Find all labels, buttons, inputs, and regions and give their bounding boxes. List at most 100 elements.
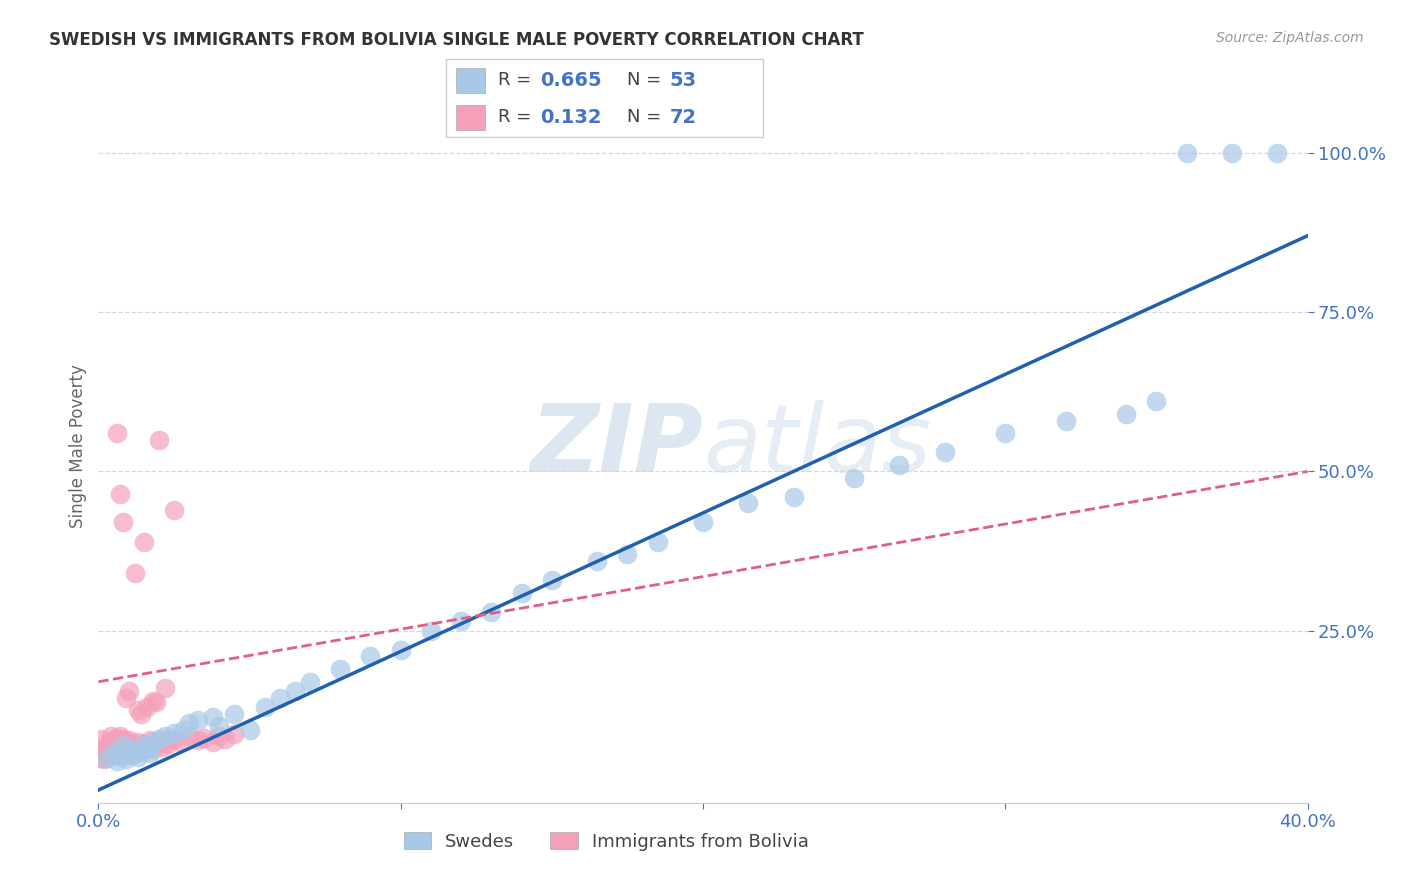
Point — [108, 487, 131, 501]
Point — [586, 554, 609, 568]
Point — [169, 735, 191, 749]
Point — [124, 739, 146, 754]
Point — [1054, 413, 1077, 427]
Point — [239, 723, 262, 737]
Point — [1267, 145, 1289, 160]
Point — [994, 426, 1017, 441]
FancyBboxPatch shape — [446, 59, 763, 137]
Point — [150, 739, 173, 754]
Text: atlas: atlas — [703, 401, 931, 491]
Point — [96, 751, 118, 765]
Point — [127, 735, 149, 749]
Point — [329, 662, 352, 676]
Point — [135, 741, 157, 756]
Point — [214, 732, 236, 747]
Point — [111, 737, 134, 751]
Point — [647, 534, 669, 549]
Point — [179, 716, 201, 731]
Point — [114, 745, 136, 759]
Point — [153, 733, 176, 747]
Text: 0.132: 0.132 — [540, 108, 602, 127]
Point — [253, 700, 276, 714]
Point — [105, 426, 128, 441]
Point — [127, 750, 149, 764]
Point — [105, 755, 128, 769]
FancyBboxPatch shape — [456, 68, 485, 94]
Point — [360, 649, 382, 664]
Y-axis label: Single Male Poverty: Single Male Poverty — [69, 364, 87, 528]
Point — [100, 729, 122, 743]
Text: N =: N = — [627, 109, 668, 127]
Point — [108, 746, 131, 760]
Point — [510, 585, 533, 599]
Text: ZIP: ZIP — [530, 400, 703, 492]
Point — [224, 706, 246, 721]
Point — [118, 741, 141, 756]
Point — [142, 694, 165, 708]
Point — [142, 741, 165, 756]
Point — [1220, 145, 1243, 160]
Point — [111, 516, 134, 530]
Text: Source: ZipAtlas.com: Source: ZipAtlas.com — [1216, 31, 1364, 45]
Point — [93, 741, 115, 756]
Point — [111, 732, 134, 747]
Point — [118, 739, 141, 754]
Point — [103, 745, 125, 759]
Point — [540, 573, 562, 587]
Point — [129, 741, 152, 756]
Point — [208, 729, 231, 743]
Point — [172, 723, 194, 737]
Point — [118, 684, 141, 698]
Point — [153, 729, 176, 743]
Point — [93, 752, 115, 766]
Point — [156, 737, 179, 751]
Point — [450, 614, 472, 628]
Point — [153, 681, 176, 695]
Point — [132, 737, 155, 751]
Point — [111, 739, 134, 753]
Point — [224, 727, 246, 741]
Point — [96, 739, 118, 753]
Point — [127, 743, 149, 757]
Legend: Swedes, Immigrants from Bolivia: Swedes, Immigrants from Bolivia — [396, 825, 815, 858]
Point — [103, 739, 125, 754]
Point — [124, 566, 146, 581]
Point — [108, 747, 131, 762]
Point — [108, 735, 131, 749]
Point — [692, 516, 714, 530]
Point — [142, 735, 165, 749]
Point — [481, 605, 503, 619]
Text: R =: R = — [498, 109, 537, 127]
Point — [96, 750, 118, 764]
Point — [737, 496, 759, 510]
Point — [100, 735, 122, 749]
Point — [103, 733, 125, 747]
Point — [148, 732, 170, 747]
Point — [118, 733, 141, 747]
Point — [139, 746, 162, 760]
Point — [114, 690, 136, 705]
Point — [208, 719, 231, 733]
Point — [121, 747, 143, 762]
Point — [1175, 145, 1198, 160]
Point — [100, 741, 122, 756]
Point — [202, 735, 225, 749]
Point — [148, 433, 170, 447]
Point — [132, 534, 155, 549]
Point — [114, 752, 136, 766]
Point — [145, 737, 167, 751]
Point — [163, 502, 186, 516]
Point — [1144, 394, 1167, 409]
Point — [129, 706, 152, 721]
Text: 72: 72 — [669, 108, 696, 127]
Point — [90, 732, 112, 747]
Point — [108, 739, 131, 754]
Point — [100, 746, 122, 760]
Point — [269, 690, 291, 705]
Point — [93, 747, 115, 762]
Point — [114, 741, 136, 756]
Point — [127, 703, 149, 717]
Text: SWEDISH VS IMMIGRANTS FROM BOLIVIA SINGLE MALE POVERTY CORRELATION CHART: SWEDISH VS IMMIGRANTS FROM BOLIVIA SINGL… — [49, 31, 863, 49]
Point — [90, 751, 112, 765]
Point — [121, 741, 143, 756]
